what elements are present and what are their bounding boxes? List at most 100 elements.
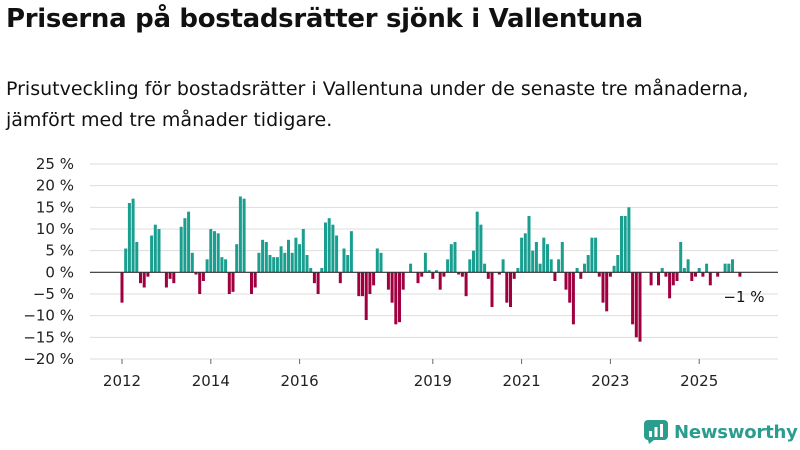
bar: [298, 244, 302, 273]
bar: [497, 272, 501, 275]
x-tick-label: 2012: [103, 372, 141, 390]
annotations: −1 %: [723, 288, 764, 306]
bar: [620, 216, 623, 273]
bar: [571, 272, 575, 325]
bar: [560, 242, 564, 273]
bar: [372, 272, 376, 286]
bar: [686, 259, 690, 273]
bar: [453, 242, 457, 273]
bar: [520, 237, 524, 273]
bar: [538, 263, 542, 273]
bar: [557, 259, 561, 273]
bar: [690, 272, 694, 281]
bar: [409, 263, 413, 273]
bar: [546, 244, 549, 273]
bar: [168, 272, 172, 279]
bar: [675, 272, 679, 281]
bar: [357, 272, 361, 297]
y-tick-label: −15 %: [23, 328, 74, 346]
bar: [423, 252, 427, 273]
bar: [190, 252, 194, 273]
bar: [390, 272, 394, 303]
newsworthy-logo-icon: [644, 420, 668, 444]
bar: [460, 272, 464, 277]
bar: [364, 272, 368, 320]
bar: [312, 272, 316, 284]
bar: [657, 272, 660, 286]
bar: [338, 272, 342, 284]
page-subtitle: Prisutveckling för bostadsrätter i Valle…: [6, 78, 749, 131]
x-tick-label: 2014: [192, 372, 230, 390]
bar: [224, 259, 228, 273]
bar: [431, 272, 435, 279]
bar: [316, 272, 320, 294]
last-value-annotation: −1 %: [723, 288, 764, 306]
bar: [483, 263, 487, 273]
bar: [682, 268, 686, 273]
bar: [179, 226, 183, 273]
bar: [290, 252, 294, 273]
bar: [253, 272, 257, 288]
bar: [231, 272, 235, 292]
bar: [446, 259, 450, 273]
bar: [335, 235, 339, 273]
bar: [320, 268, 324, 273]
bar: [368, 272, 372, 294]
bar: [150, 235, 154, 273]
bar: [139, 272, 142, 284]
bar: [649, 272, 653, 286]
bar: [601, 272, 605, 303]
bar: [305, 255, 309, 273]
bar: [401, 272, 405, 290]
bar: [464, 272, 468, 297]
bar: [131, 198, 135, 273]
bar: [324, 222, 327, 273]
x-axis-tick-labels: 2012 2014 2016 2019 2021 2023 2025: [103, 359, 718, 390]
bar: [457, 272, 461, 275]
bar: [261, 239, 265, 273]
bar: [183, 218, 187, 273]
bar: [209, 229, 213, 273]
bar: [153, 224, 157, 273]
bar: [442, 272, 446, 277]
bar: [124, 248, 128, 273]
bar: [301, 229, 305, 273]
bar: [531, 250, 535, 273]
bar: [634, 272, 638, 338]
bars: [120, 196, 742, 342]
bar: [235, 244, 239, 273]
grid-lines: [90, 163, 778, 360]
bar: [708, 272, 712, 286]
bar: [594, 237, 598, 273]
bar: [287, 239, 290, 273]
bar: [187, 211, 191, 273]
y-tick-label: −10 %: [23, 307, 74, 325]
bar: [486, 272, 490, 279]
bar: [213, 231, 216, 273]
bar: [342, 248, 346, 273]
x-tick-label: 2023: [591, 372, 629, 390]
y-tick-label: 5 %: [45, 242, 74, 260]
bar: [549, 259, 553, 273]
y-tick-label: 15 %: [36, 198, 74, 216]
bar: [490, 272, 494, 307]
bar: [375, 248, 379, 273]
brand-name: Newsworthy: [674, 421, 798, 443]
bar: [608, 272, 612, 277]
bar: [272, 257, 276, 273]
bar: [616, 255, 620, 273]
bar: [468, 259, 472, 273]
bar: [697, 268, 701, 273]
bar: [283, 252, 287, 273]
bar: [527, 216, 531, 273]
bar: [738, 272, 742, 277]
bar: [198, 272, 202, 294]
y-tick-label: 20 %: [36, 177, 74, 195]
bar: [597, 272, 601, 277]
bar: [553, 272, 557, 281]
bar: [227, 272, 231, 294]
bar: [275, 257, 279, 273]
bar: [579, 272, 583, 279]
x-tick-label: 2021: [503, 372, 541, 390]
bar: [679, 242, 683, 273]
